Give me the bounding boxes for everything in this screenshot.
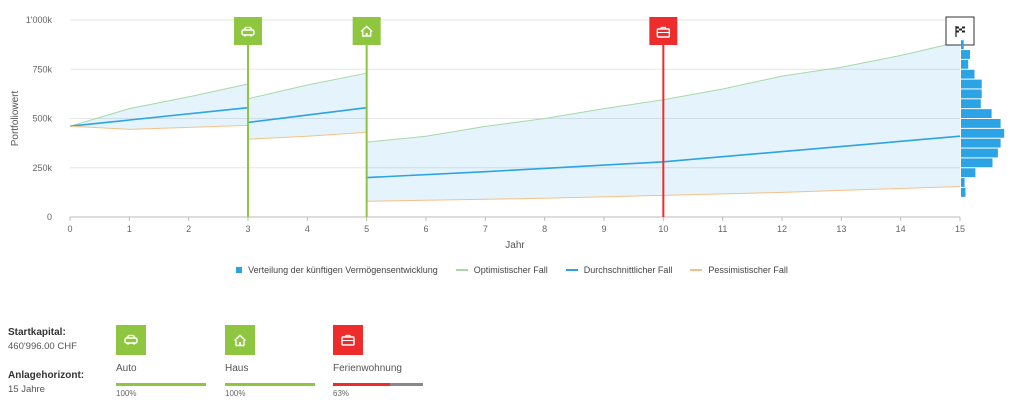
horizon-label: Anlagehorizont: (8, 370, 85, 381)
marker-box (649, 17, 678, 45)
distribution-bar (961, 79, 982, 89)
car-icon (116, 325, 146, 355)
car-icon (234, 17, 262, 45)
marker-box (234, 17, 262, 45)
x-tick-label: 13 (836, 224, 846, 234)
legend-label-pessimistic: Pessimistischer Fall (708, 265, 788, 275)
distribution-bar (961, 50, 970, 59)
distribution-bar (961, 148, 998, 158)
x-tick-label: 8 (542, 224, 547, 234)
x-tick-label: 12 (777, 224, 787, 234)
legend-swatch-distribution (236, 267, 243, 273)
x-tick-label: 9 (601, 224, 606, 234)
y-axis-title: Portfoliowert (10, 90, 21, 146)
marker-glyph (955, 26, 965, 37)
goal-progress-label: 100% (225, 389, 246, 398)
distribution-bar (961, 158, 993, 168)
goal-name: Haus (225, 363, 249, 374)
x-tick-label: 0 (67, 224, 72, 234)
distribution-bar (961, 109, 992, 118)
goal-progress-fill (116, 383, 206, 386)
series-line-pessimistischer-fall (69, 124, 961, 202)
goal-progress-bar (225, 383, 315, 386)
y-tick-label: 750k (32, 64, 52, 74)
marker-glyph (241, 26, 255, 37)
y-tick-label: 0 (47, 212, 52, 222)
distribution-bar (961, 99, 981, 109)
marker-box (352, 17, 381, 45)
y-tick-label: 500k (32, 114, 52, 124)
distribution-bar (961, 40, 964, 50)
horizon-block: Anlagehorizont: 15 Jahre (8, 370, 84, 395)
goal-progress-label: 63% (333, 389, 350, 398)
start-capital-value: 460'996.00 CHF (8, 341, 77, 352)
goal-progress-bar (116, 383, 206, 386)
goal-progress-label: 100% (116, 389, 137, 398)
legend-label-distribution: Verteilung der künftigen Vermögensentwic… (248, 265, 438, 275)
goal-progress-fill (333, 383, 390, 386)
confidence-band (70, 41, 960, 202)
distribution-bar (961, 168, 976, 178)
y-tick-label: 250k (32, 163, 52, 173)
house-icon (352, 17, 381, 45)
legend-swatch-optimistic (455, 269, 468, 271)
goal-progress-bar (333, 383, 423, 386)
x-tick-label: 3 (245, 224, 250, 234)
x-axis-title: Jahr (505, 240, 525, 251)
x-tick-label: 2 (186, 224, 191, 234)
briefcase-icon (649, 17, 678, 45)
x-tick-label: 10 (658, 224, 668, 234)
distribution-bar (961, 69, 975, 79)
distribution-bar (961, 59, 969, 69)
marker-glyph (360, 25, 373, 37)
goal-name: Auto (116, 363, 137, 374)
legend-label-optimistic: Optimistischer Fall (473, 265, 548, 275)
house-icon (225, 325, 255, 355)
goal-auto[interactable]: Auto 100% (116, 325, 206, 398)
horizon-value: 15 Jahre (8, 384, 45, 395)
x-tick-label: 11 (718, 224, 727, 234)
series-line-optimistischer-fall (69, 41, 961, 143)
x-tick-label: 4 (305, 224, 310, 234)
finish-flag-icon (945, 16, 975, 46)
y-tick-label: 1'000k (26, 15, 53, 25)
distribution-bar (961, 128, 1005, 138)
marker-box (945, 16, 975, 46)
distribution-bar (961, 89, 982, 99)
distribution-bar (961, 119, 1001, 128)
marker-glyph (656, 26, 671, 38)
start-capital-block: Startkapital: 460'996.00 CHF (8, 327, 77, 352)
x-tick-label: 6 (423, 224, 428, 234)
x-tick-label: 1 (127, 224, 132, 234)
goal-progress-fill (225, 383, 315, 386)
goal-ferienwohnung[interactable]: Ferienwohnung 63% (333, 325, 423, 398)
chart-legend: Verteilung der künftigen Vermögensentwic… (0, 262, 1024, 278)
x-tick-label: 5 (364, 224, 369, 234)
goal-name: Ferienwohnung (333, 363, 402, 374)
legend-item-distribution[interactable]: Verteilung der künftigen Vermögensentwic… (236, 262, 438, 278)
legend-swatch-pessimistic (690, 269, 703, 271)
distribution-bar (961, 138, 1001, 148)
x-tick-label: 14 (896, 224, 906, 234)
distribution-bar (961, 187, 966, 197)
start-capital-label: Startkapital: (8, 327, 66, 338)
legend-item-average[interactable]: Durchschnittlicher Fall (565, 262, 673, 278)
x-tick-label: 15 (955, 224, 965, 234)
legend-label-average: Durchschnittlicher Fall (583, 265, 673, 275)
legend-swatch-average (565, 269, 578, 271)
legend-item-pessimistic[interactable]: Pessimistischer Fall (690, 262, 788, 278)
x-tick-label: 7 (483, 224, 488, 234)
legend-item-optimistic[interactable]: Optimistischer Fall (455, 262, 548, 278)
goal-haus[interactable]: Haus 100% (225, 325, 315, 398)
briefcase-icon (333, 325, 363, 355)
distribution-bar (961, 178, 965, 187)
